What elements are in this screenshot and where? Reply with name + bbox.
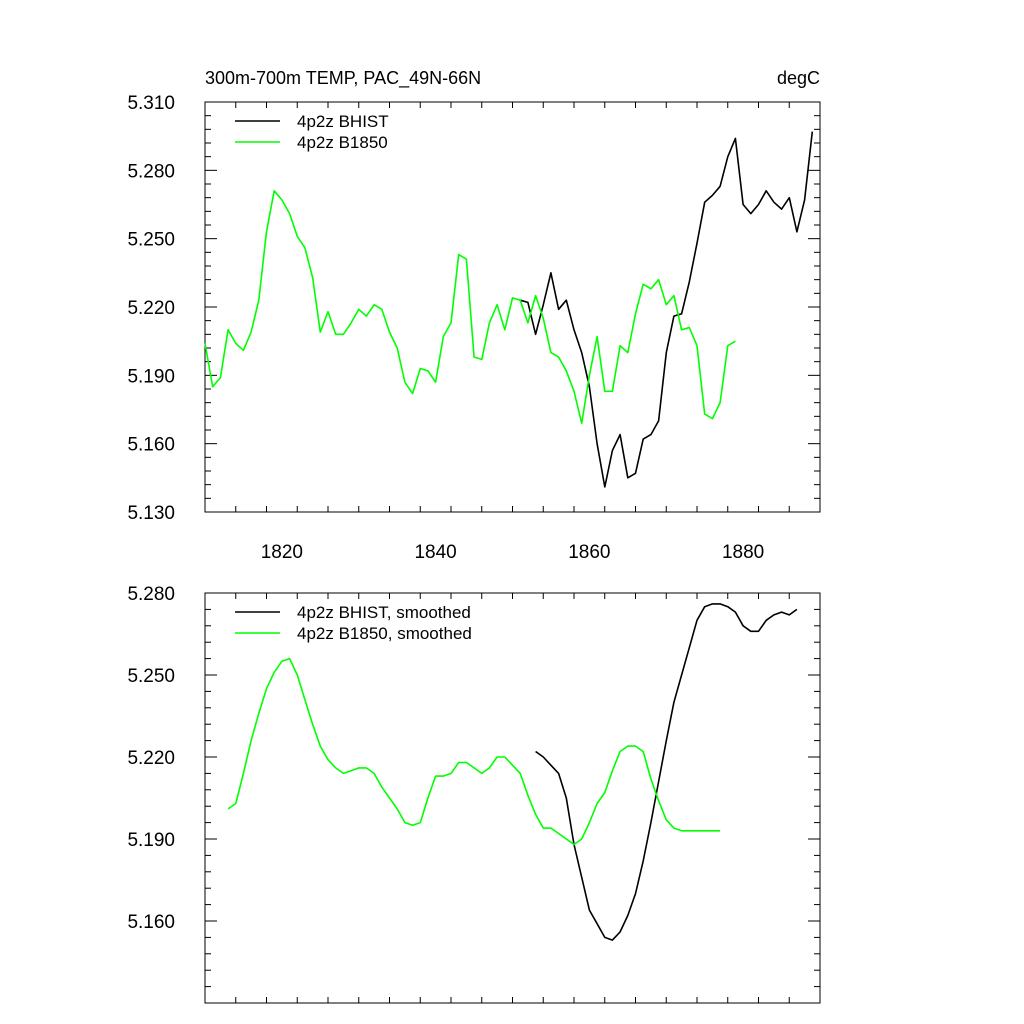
chart-title: 300m-700m TEMP, PAC_49N-66N	[205, 68, 481, 89]
legend-label: 4p2z B1850	[297, 133, 388, 152]
legend-label: 4p2z BHIST	[297, 112, 389, 131]
bottom-panel: 5.160 5.190 5.220 5.250 5.280 4p2z BHIST, smo…	[127, 584, 821, 1004]
y-tick-label: 5.130	[127, 503, 175, 524]
series-line	[535, 603, 798, 941]
legend-label: 4p2z B1850, smoothed	[297, 624, 472, 643]
y-tick-label: 5.160	[127, 435, 175, 456]
y-tick-label: 5.310	[127, 93, 175, 114]
y-tick-label: 5.250	[127, 666, 175, 687]
y-tick-label: 5.190	[127, 366, 175, 387]
y-tick-label: 5.220	[127, 748, 175, 769]
plot-frame	[204, 101, 821, 513]
x-tick-label: 1840	[414, 542, 456, 563]
series-line	[227, 657, 721, 846]
plot-frame	[204, 592, 821, 1004]
y-tick-label: 5.250	[127, 230, 175, 251]
y-tick-label: 5.190	[127, 830, 175, 851]
y-tick-label: 5.280	[127, 161, 175, 182]
y-tick-label: 5.280	[127, 584, 175, 605]
x-tick-label: 1880	[722, 542, 764, 563]
x-tick-label: 1860	[568, 542, 610, 563]
y-tick-label: 5.160	[127, 912, 175, 933]
units-label: degC	[777, 68, 820, 88]
x-tick-label: 1820	[261, 542, 303, 563]
series-line	[519, 131, 814, 488]
y-tick-label: 5.220	[127, 298, 175, 319]
series-line	[204, 190, 736, 425]
top-panel: 5.130 5.160 5.190 5.220 5.250 5.280 5.310 1820 1…	[127, 68, 821, 563]
legend-label: 4p2z BHIST, smoothed	[297, 603, 471, 622]
